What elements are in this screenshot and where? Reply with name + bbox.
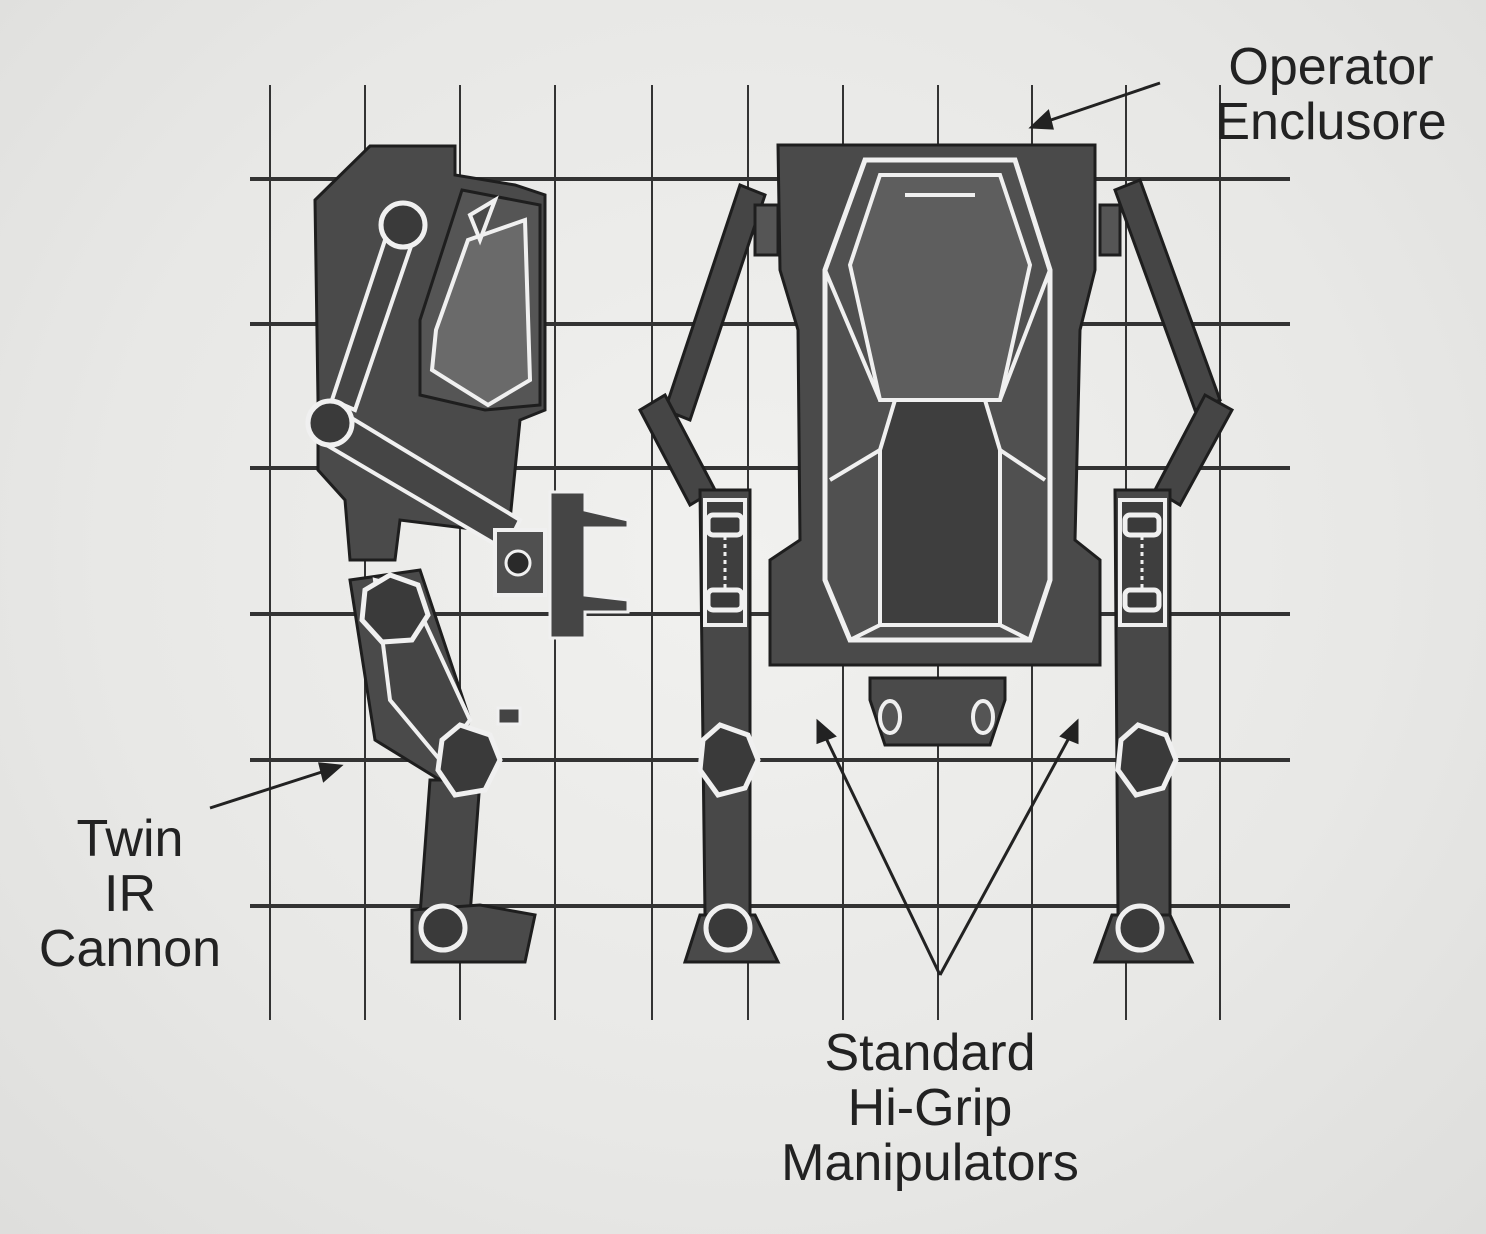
manipulators-line-1: Standard — [824, 1024, 1036, 1082]
twin-ir-cannon-line-3: Cannon — [38, 920, 222, 978]
arrow-manipulators-right — [938, 718, 1079, 976]
twin-ir-cannon-label: Twin IR Cannon — [20, 812, 240, 977]
operator-enclosure-label: Operator Enclusore — [1196, 40, 1466, 150]
leader-arrows — [209, 81, 1161, 976]
side-view-mech — [305, 144, 630, 964]
operator-enclosure-line-2: Enclusore — [1215, 93, 1447, 151]
manipulators-line-3: Manipulators — [781, 1134, 1079, 1192]
manipulators-line-2: Hi-Grip — [847, 1079, 1013, 1137]
arrow-twin-ir-cannon — [209, 762, 344, 810]
operator-enclosure-line-1: Operator — [1228, 38, 1434, 96]
arrow-manipulators-left — [816, 718, 942, 976]
twin-ir-cannon-line-1: Twin — [76, 810, 184, 868]
twin-ir-cannon-line-2: IR — [104, 865, 156, 923]
arrow-operator-enclosure — [1028, 81, 1161, 130]
manipulators-label: Standard Hi-Grip Manipulators — [760, 1026, 1100, 1191]
front-view-mech — [638, 143, 1235, 964]
